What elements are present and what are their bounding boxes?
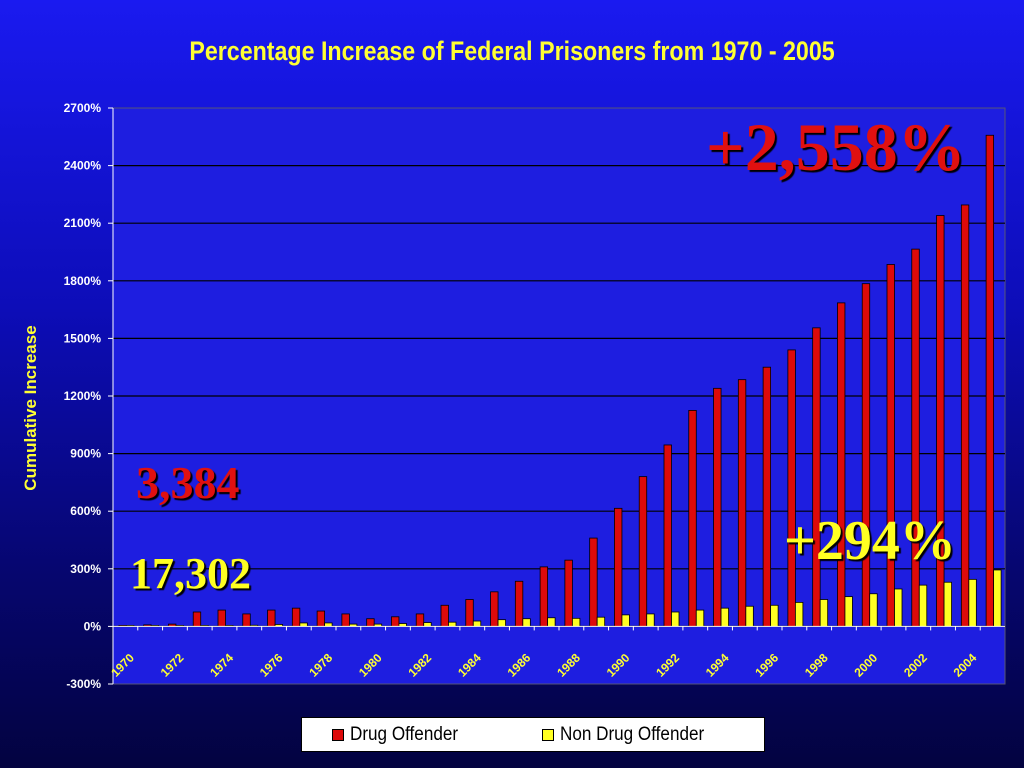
y-tick-label: 600% bbox=[70, 504, 101, 518]
legend-item-drug-offender: Drug Offender bbox=[332, 724, 470, 746]
y-tick-label: 2700% bbox=[64, 101, 102, 115]
bar-drug-offender-1985 bbox=[490, 591, 499, 627]
bar-drug-offender-1986 bbox=[514, 580, 524, 627]
bar-drug-offender-1977 bbox=[291, 607, 301, 627]
y-axis-ticks: -300% 0% 300% 600% 900% 1200% 1500% 1800% 2100% 2… bbox=[64, 101, 114, 691]
bar-drug-offender-1993 bbox=[688, 409, 697, 627]
bar-non-drug-offender-1993 bbox=[695, 609, 705, 627]
annotation-drug-start-count: 3,384 bbox=[136, 457, 240, 508]
bar-drug-offender-1974 bbox=[217, 609, 226, 627]
bar-drug-offender-1996 bbox=[762, 366, 772, 627]
y-tick-label: 1800% bbox=[64, 274, 102, 288]
bar-non-drug-offender-1983 bbox=[448, 621, 457, 627]
bar-drug-offender-1995 bbox=[737, 379, 747, 627]
bar-non-drug-offender-1988 bbox=[571, 617, 581, 627]
bar-drug-offender-1976 bbox=[267, 609, 276, 627]
bar-drug-offender-1992 bbox=[663, 444, 672, 627]
legend-swatch-non-drug bbox=[542, 729, 554, 741]
y-tick-label: -300% bbox=[66, 677, 101, 691]
bar-non-drug-offender-1978 bbox=[324, 622, 333, 627]
bar-drug-offender-1991 bbox=[638, 476, 648, 627]
legend-label-drug: Drug Offender bbox=[350, 724, 459, 745]
bar-drug-offender-2005 bbox=[985, 134, 995, 627]
bar-drug-offender-1982 bbox=[415, 613, 425, 627]
bar-non-drug-offender-1982 bbox=[423, 622, 432, 627]
bar-drug-offender-1981 bbox=[391, 616, 400, 627]
bar-drug-offender-1999 bbox=[837, 302, 846, 627]
bar-non-drug-offender-1991 bbox=[646, 613, 655, 627]
annotation-drug-increase: +2,558% bbox=[706, 109, 966, 185]
bar-non-drug-offender-1999 bbox=[844, 596, 853, 627]
bar-non-drug-offender-1985 bbox=[497, 619, 506, 627]
bar-drug-offender-1998 bbox=[812, 327, 821, 627]
bar-drug-offender-2000 bbox=[861, 283, 871, 627]
bar-non-drug-offender-2004 bbox=[968, 578, 977, 627]
bar-drug-offender-2004 bbox=[960, 204, 970, 627]
bar-drug-offender-1978 bbox=[316, 610, 326, 627]
bar-non-drug-offender-2002 bbox=[918, 584, 928, 627]
annotation-non-drug-increase: +294% bbox=[784, 510, 956, 572]
bar-non-drug-offender-1996 bbox=[770, 604, 779, 627]
legend-swatch-drug bbox=[332, 729, 344, 741]
bar-non-drug-offender-1994 bbox=[720, 607, 729, 627]
bar-drug-offender-1973 bbox=[192, 611, 202, 627]
y-tick-label: 1200% bbox=[64, 389, 102, 403]
y-tick-label: 0% bbox=[84, 619, 102, 633]
bar-non-drug-offender-1995 bbox=[745, 605, 754, 627]
bar-non-drug-offender-1986 bbox=[522, 618, 531, 627]
bar-non-drug-offender-1977 bbox=[299, 622, 308, 627]
bar-non-drug-offender-1992 bbox=[671, 611, 680, 627]
bar-drug-offender-1994 bbox=[713, 387, 722, 627]
bar-non-drug-offender-2000 bbox=[869, 593, 878, 627]
bar-non-drug-offender-1990 bbox=[621, 614, 630, 627]
y-tick-label: 2100% bbox=[64, 216, 102, 230]
bar-non-drug-offender-1987 bbox=[547, 617, 556, 627]
legend: Drug Offender Non Drug Offender bbox=[301, 717, 765, 752]
bar-drug-offender-1980 bbox=[366, 618, 375, 627]
legend-label-non-drug: Non Drug Offender bbox=[560, 724, 705, 745]
bar-non-drug-offender-2001 bbox=[894, 588, 903, 627]
bar-drug-offender-1989 bbox=[589, 537, 598, 627]
bar-non-drug-offender-1989 bbox=[596, 616, 606, 627]
y-tick-label: 300% bbox=[70, 562, 101, 576]
y-tick-label: 1500% bbox=[64, 331, 102, 345]
y-tick-label: 2400% bbox=[64, 159, 102, 173]
bar-drug-offender-1983 bbox=[440, 604, 449, 627]
bar-drug-offender-1988 bbox=[564, 559, 573, 627]
bar-drug-offender-1979 bbox=[341, 613, 350, 627]
bar-non-drug-offender-1984 bbox=[472, 620, 482, 627]
bar-drug-offender-1990 bbox=[614, 507, 623, 627]
y-tick-label: 900% bbox=[70, 447, 101, 461]
bar-non-drug-offender-2003 bbox=[943, 581, 952, 627]
bar-drug-offender-1987 bbox=[539, 566, 549, 627]
chart-title: Percentage Increase of Federal Prisoners… bbox=[189, 36, 835, 66]
bar-non-drug-offender-2005 bbox=[993, 569, 1002, 627]
bar-drug-offender-1984 bbox=[465, 599, 474, 627]
bar-non-drug-offender-1998 bbox=[819, 599, 829, 627]
annotation-non-drug-start-count: 17,302 bbox=[130, 549, 251, 598]
y-axis-label: Cumulative Increase bbox=[21, 325, 40, 491]
bar-non-drug-offender-1997 bbox=[794, 602, 804, 627]
bar-drug-offender-1975 bbox=[242, 613, 251, 627]
bar-drug-offender-1997 bbox=[787, 349, 796, 627]
legend-item-non-drug-offender: Non Drug Offender bbox=[542, 724, 720, 746]
